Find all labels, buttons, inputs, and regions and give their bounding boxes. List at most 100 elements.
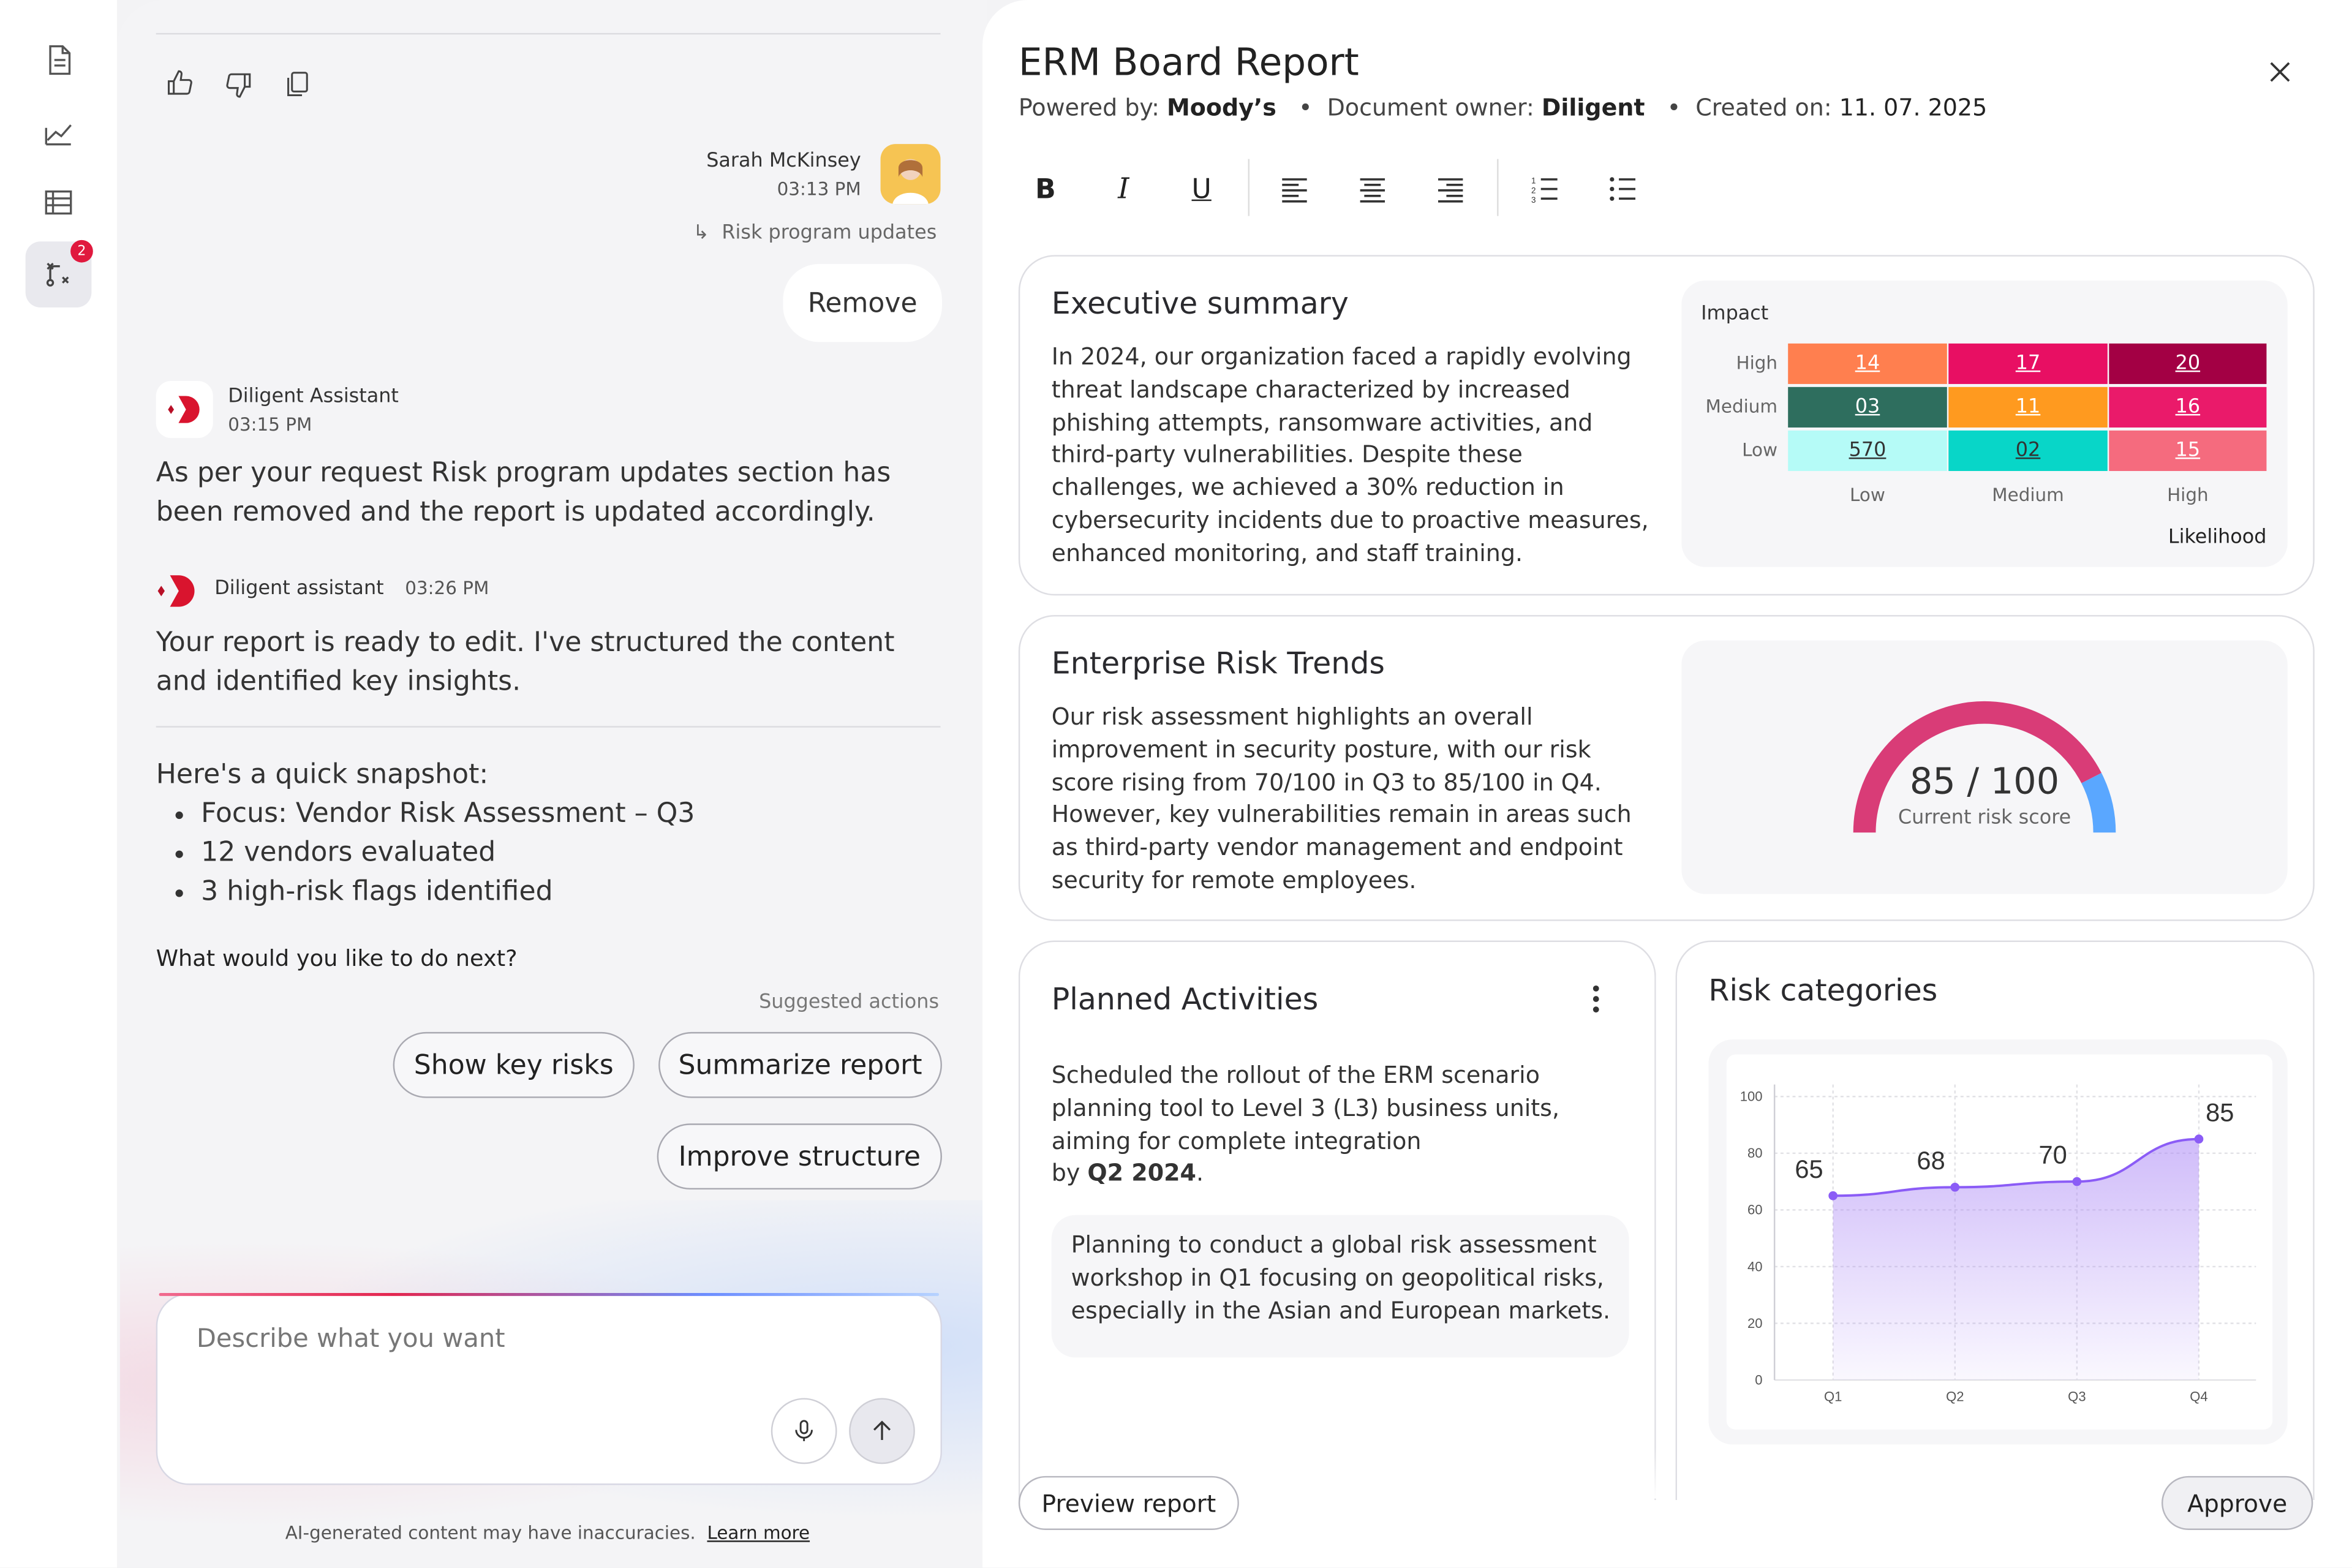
bold-button[interactable]: B	[1035, 173, 1056, 205]
y-tick-label: 100	[1740, 1089, 1763, 1104]
align-left-button[interactable]	[1272, 167, 1317, 211]
divider	[156, 726, 941, 728]
heatmap-row-label: Medium	[1705, 396, 1778, 417]
data-label: 65	[1795, 1155, 1823, 1183]
copy-icon	[287, 72, 308, 97]
assistant-message: Your report is ready to edit. I've struc…	[156, 627, 895, 698]
chart-icon	[45, 124, 72, 146]
risk-score-gauge	[1853, 701, 2116, 833]
assistant-message-time: 03:26 PM	[405, 577, 489, 599]
chat-input-box: Describe what you want	[156, 1293, 942, 1485]
rail-table-button[interactable]	[26, 170, 92, 236]
risk-score-label: Current risk score	[1898, 807, 2071, 830]
risk-trends-text: Our risk assessment highlights an overal…	[1051, 703, 1632, 894]
assistant-message-time: 03:15 PM	[228, 413, 312, 435]
heatmap-y-title: Impact	[1701, 303, 1769, 326]
heatmap-cell[interactable]: 15	[2109, 430, 2267, 471]
heatmap-cell[interactable]: 03	[1788, 386, 1947, 428]
reply-arrow-icon: ↳	[693, 222, 722, 245]
diligent-logo-icon	[157, 575, 195, 607]
arrow-up-icon	[873, 1420, 891, 1441]
improve-structure-button[interactable]: Improve structure	[657, 1123, 942, 1190]
note-text: Planning to conduct a global risk assess…	[1071, 1231, 1611, 1324]
user-message-bubble: Remove	[783, 264, 942, 342]
data-point	[2072, 1177, 2082, 1186]
risk-trends-title: Enterprise Risk Trends	[1051, 645, 1385, 681]
data-label: 70	[2039, 1140, 2067, 1169]
executive-summary-title: Executive summary	[1051, 285, 1349, 322]
data-point	[1828, 1191, 1838, 1200]
series-line	[1833, 1137, 2199, 1197]
copy-button[interactable]	[279, 66, 315, 102]
user-message-time: 03:13 PM	[777, 178, 861, 200]
data-point	[2194, 1134, 2204, 1144]
snapshot-list: Focus: Vendor Risk Assessment – Q3 12 ve…	[156, 795, 695, 912]
user-name: Sarah McKinsey	[706, 149, 861, 173]
snapshot-intro: Here's a quick snapshot:	[156, 759, 489, 791]
risk-heatmap: Impact High Medium Low 14 17 20 03 11 16…	[1681, 280, 2288, 567]
heatmap-cell[interactable]: 570	[1788, 430, 1947, 471]
report-meta: Powered by: Moody’s • Document owner: Di…	[1018, 94, 1988, 122]
show-key-risks-button[interactable]: Show key risks	[393, 1031, 635, 1098]
heatmap-cell[interactable]: 11	[1948, 386, 2108, 428]
thumbs-up-button[interactable]	[162, 64, 198, 100]
list-item: Focus: Vendor Risk Assessment – Q3	[201, 795, 695, 834]
heatmap-cell[interactable]: 14	[1788, 343, 1947, 384]
approve-button[interactable]: Approve	[2162, 1476, 2313, 1530]
chat-input[interactable]: Describe what you want	[196, 1324, 505, 1355]
rail-documents-button[interactable]	[26, 27, 92, 93]
thumbs-down-icon	[226, 73, 251, 98]
suggested-actions-label: Suggested actions	[759, 991, 940, 1014]
assistant-name: Diligent assistant	[214, 577, 384, 600]
risk-categories-chart: 0 20 40 60 80 100 Q1 Q2 Q3 Q4 65 68 70 85	[1726, 1054, 2273, 1430]
align-right-button[interactable]	[1428, 167, 1472, 211]
heatmap-x-title: Likelihood	[2168, 526, 2267, 549]
avatar	[880, 144, 941, 205]
data-point	[1950, 1182, 1960, 1192]
x-tick-label: Q4	[2190, 1389, 2207, 1404]
preview-report-button[interactable]: Preview report	[1018, 1476, 1239, 1530]
heatmap-row-label: High	[1736, 352, 1778, 374]
list-item: 3 high-risk flags identified	[201, 873, 695, 912]
numbered-list-button[interactable]: 1 2 3	[1523, 167, 1567, 211]
heatmap-cell[interactable]: 17	[1948, 343, 2108, 384]
align-right-icon	[1438, 178, 1463, 203]
reply-reference: ↳ Risk program updates	[693, 222, 937, 245]
send-button[interactable]	[849, 1398, 915, 1464]
svg-text:2: 2	[1531, 186, 1536, 195]
toolbar-divider	[1497, 159, 1499, 216]
left-rail: 2	[0, 0, 118, 1568]
bullet-list-button[interactable]	[1600, 167, 1645, 211]
table-icon	[45, 190, 72, 215]
rail-workflow-button[interactable]: 2	[25, 239, 93, 308]
bullet-list-icon	[1610, 177, 1636, 201]
close-icon	[2270, 62, 2290, 82]
next-step-question: What would you like to do next?	[156, 944, 518, 972]
microphone-button[interactable]	[771, 1398, 837, 1464]
heatmap-col-label: Medium	[1992, 484, 2064, 506]
list-item: 12 vendors evaluated	[201, 834, 695, 873]
workflow-icon	[46, 263, 69, 287]
risk-score-value: 85 / 100	[1909, 760, 2060, 803]
planned-activity-note: Planning to conduct a global risk assess…	[1051, 1215, 1629, 1358]
more-options-button[interactable]	[1578, 981, 1614, 1017]
notification-badge: 2	[70, 239, 93, 263]
close-button[interactable]	[2261, 53, 2300, 92]
underline-button[interactable]: U	[1191, 173, 1212, 205]
thumbs-down-button[interactable]	[221, 67, 257, 104]
heatmap-col-label: High	[2167, 484, 2209, 506]
heatmap-cell[interactable]: 20	[2109, 343, 2267, 384]
heatmap-cell[interactable]: 02	[1948, 430, 2108, 471]
italic-button[interactable]: I	[1118, 172, 1129, 206]
rail-analytics-button[interactable]	[26, 99, 92, 165]
microphone-icon	[795, 1420, 813, 1441]
y-tick-label: 40	[1747, 1259, 1763, 1274]
learn-more-link[interactable]: Learn more	[707, 1522, 810, 1544]
risk-categories-title: Risk categories	[1708, 971, 1938, 1008]
summarize-report-button[interactable]: Summarize report	[658, 1031, 942, 1098]
toolbar-divider	[1248, 159, 1250, 216]
heatmap-cell[interactable]: 16	[2109, 386, 2267, 428]
align-center-button[interactable]	[1350, 167, 1395, 211]
assistant-avatar	[156, 570, 198, 612]
document-icon	[49, 45, 71, 75]
